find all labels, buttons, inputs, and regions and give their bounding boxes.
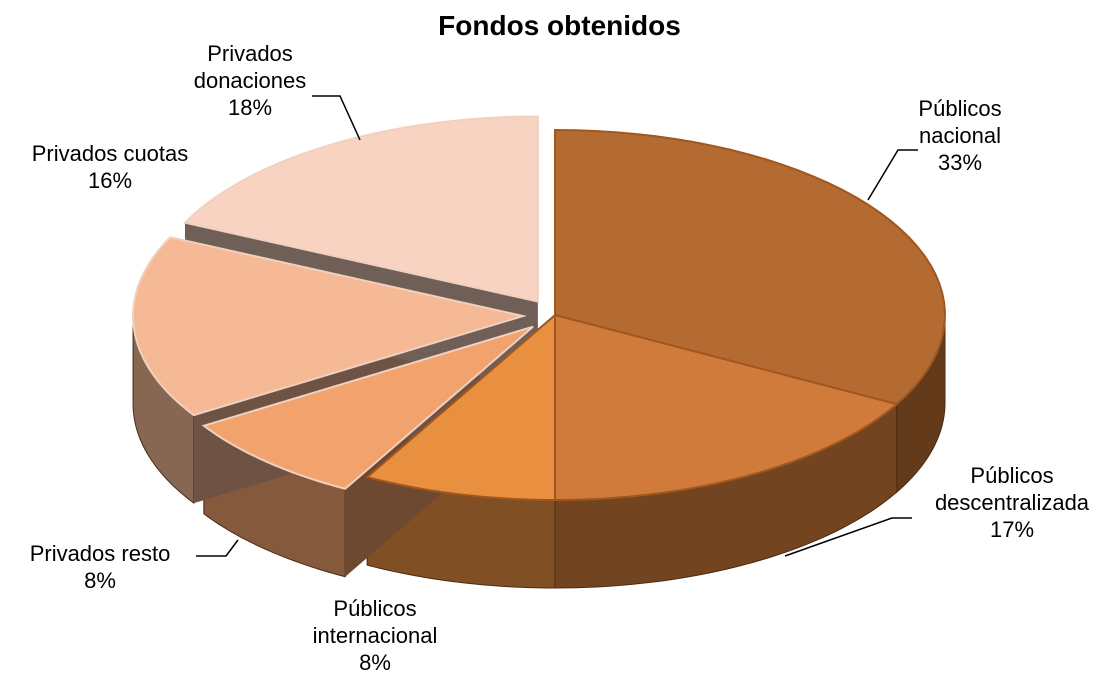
leader-line [784, 517, 912, 557]
data-label-category: Públicos internacional [312, 596, 438, 648]
data-label-value: 17% [989, 517, 1035, 542]
data-label-value: 8% [84, 568, 116, 593]
leader-line [196, 539, 239, 557]
data-label-value: 18% [227, 95, 273, 120]
slice [201, 325, 534, 490]
leader-line [312, 95, 361, 141]
data-label-value: 8% [359, 650, 391, 675]
data-label-value: 16% [87, 168, 133, 193]
slice [365, 312, 556, 502]
data-label-value: 33% [937, 150, 983, 175]
slice [554, 313, 899, 502]
data-label-category: Públicos descentralizada [934, 463, 1090, 515]
leader-line [867, 149, 918, 201]
slice [132, 236, 528, 417]
slice [182, 115, 539, 303]
data-label-category: Privados donaciones [193, 41, 307, 93]
data-label-category: Privados cuotas [31, 141, 189, 166]
data-label-category: Privados resto [29, 541, 171, 566]
data-label-category: Públicos nacional [918, 96, 1002, 148]
chart-title: Fondos obtenidos [438, 10, 681, 41]
slice [554, 128, 946, 406]
